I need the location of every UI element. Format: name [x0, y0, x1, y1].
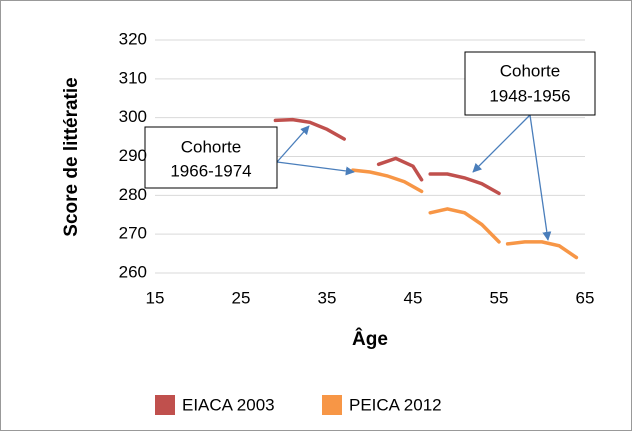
plot-area — [273, 117, 579, 260]
legend-swatch — [322, 395, 342, 415]
annotation: Cohorte 1966-1974 — [144, 125, 355, 189]
arrow — [529, 114, 552, 241]
annotation-text: 1948-1956 — [489, 86, 570, 105]
annotation-box — [144, 126, 278, 189]
legend-swatch — [155, 395, 175, 415]
legend-label: PEICA 2012 — [349, 395, 442, 414]
annotation-text: Cohorte — [500, 61, 560, 80]
y-tick-label: 290 — [119, 146, 147, 165]
x-tick-label: 25 — [232, 288, 251, 307]
legend: EIACA 2003 PEICA 2012 — [155, 395, 442, 415]
y-tick-label: 260 — [119, 262, 147, 281]
series-line — [273, 117, 501, 196]
annotation-text: 1966-1974 — [170, 161, 251, 180]
annotation: Cohorte 1948-1956 — [464, 51, 596, 241]
y-tick-label: 320 — [119, 29, 147, 48]
y-tick-label: 300 — [119, 107, 147, 126]
arrow — [276, 161, 355, 176]
x-tick-label: 65 — [576, 288, 595, 307]
x-tick-label: 45 — [404, 288, 423, 307]
y-tick-label: 270 — [119, 224, 147, 243]
legend-label: EIACA 2003 — [182, 395, 275, 414]
series-line — [351, 168, 579, 260]
x-tick-label: 35 — [318, 288, 337, 307]
x-axis-label: Âge — [352, 328, 388, 350]
y-axis-label: Score de littératie — [61, 77, 82, 236]
arrow — [276, 125, 310, 163]
y-tick-label: 310 — [119, 68, 147, 87]
y-tick-label: 280 — [119, 185, 147, 204]
annotation-text: Cohorte — [181, 137, 241, 156]
x-tick-label: 55 — [490, 288, 509, 307]
arrow — [472, 114, 531, 173]
annotation-box — [464, 51, 596, 116]
x-tick-label: 15 — [146, 288, 165, 307]
